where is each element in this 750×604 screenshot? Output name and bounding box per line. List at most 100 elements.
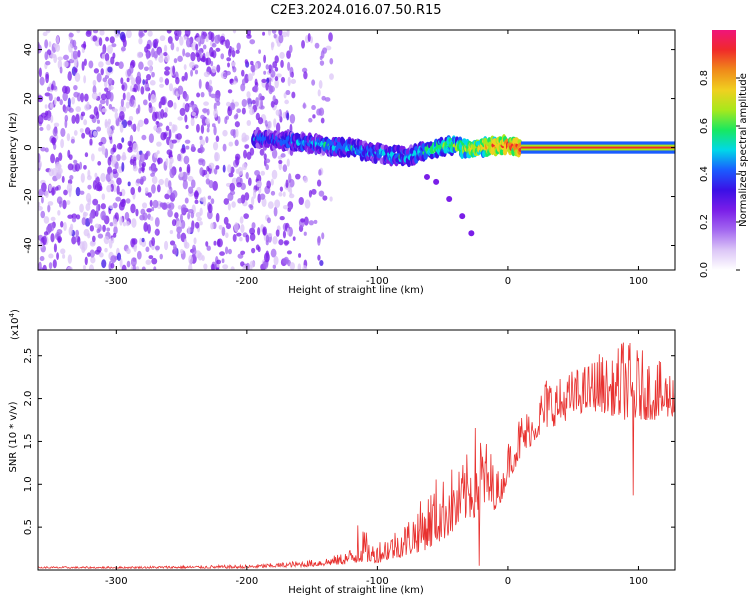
heatmap-noise-cell [215, 212, 220, 223]
heatmap-noise-cell [103, 81, 108, 88]
heatmap-noise-cell [83, 119, 88, 126]
heatmap-noise-cell [257, 227, 261, 236]
heatmap-noise-cell [196, 92, 201, 98]
heatmap-noise-cell [222, 143, 227, 152]
heatmap-noise-cell [265, 64, 270, 70]
heatmap-noise-cell [273, 206, 278, 217]
heatmap-noise-cell [243, 213, 249, 219]
heatmap-noise-cell [143, 30, 148, 33]
heatmap-noise-cell [176, 226, 182, 234]
heatmap-noise-cell [131, 87, 137, 92]
heatmap-noise-cell [66, 133, 71, 142]
heatmap-noise-cell [135, 178, 142, 184]
heatmap-noise-cell [211, 66, 217, 74]
heatmap-noise-cell [46, 86, 51, 92]
heatmap-noise-cell [196, 217, 202, 222]
heatmap-noise-cell [145, 246, 150, 253]
heatmap-noise-cell [61, 85, 68, 94]
heatmap-noise-cell [115, 196, 121, 202]
heatmap-noise-cell [119, 191, 123, 197]
heatmap-noise-cell [82, 265, 87, 270]
heatmap-noise-cell [255, 97, 259, 107]
heatmap-noise-cell [180, 147, 186, 154]
heatmap-noise-cell [210, 51, 215, 58]
heatmap-noise-cell [187, 212, 191, 220]
heatmap-noise-cell [51, 53, 57, 59]
heatmap-noise-cell [180, 204, 187, 214]
heatmap-noise-cell [270, 100, 275, 108]
heatmap-noise-cell [116, 185, 120, 195]
heatmap-noise-cell [163, 44, 168, 53]
heatmap-noise-cell [169, 168, 175, 179]
heatmap-noise-cell [149, 199, 153, 207]
heatmap-noise-cell [289, 113, 296, 124]
heatmap-noise-cell [150, 93, 156, 104]
heatmap-noise-cell [211, 123, 216, 128]
snr-y-ticks: 0.5 1.0 1.5 2.0 2.5 [23, 348, 675, 535]
heatmap-noise-cell [185, 37, 192, 48]
heatmap-noise-cell [191, 111, 197, 116]
heatmap-noise-cell [217, 34, 221, 42]
heatmap-noise-cell [111, 155, 117, 165]
snr-scale-label: (x104) [8, 309, 21, 340]
heatmap-noise-cell [317, 236, 321, 246]
heatmap-noise-cell [45, 60, 51, 66]
heatmap-noise-cell [235, 156, 240, 166]
heatmap-noise-cell [249, 227, 256, 235]
heatmap-noise-cell [109, 172, 114, 180]
heatmap-noise-cell [130, 186, 135, 196]
heatmap-noise-cell [149, 216, 154, 221]
heatmap-noise-cell [184, 93, 189, 102]
heatmap-noise-cell [249, 204, 254, 211]
heatmap-noise-cell [309, 36, 314, 44]
heatmap-noise-cell [228, 172, 234, 178]
heatmap-signal-cell [346, 150, 351, 158]
heatmap-noise-cell [75, 214, 81, 220]
heatmap-noise-cell [75, 106, 82, 113]
heatmap-noise-cell [271, 169, 278, 180]
heatmap-noise-cell [189, 61, 195, 69]
heatmap-noise-cell [112, 144, 117, 153]
heatmap-noise-cell [174, 212, 179, 219]
heatmap-noise-cell [67, 72, 71, 80]
heatmap-noise-cell [144, 81, 150, 92]
heatmap-noise-cell [40, 112, 47, 118]
snr-panel: -300 -200 -100 0 100 0.5 1.0 1.5 2.0 2.5 Height … [8, 309, 676, 596]
heatmap-noise-cell [38, 188, 44, 197]
heatmap-noise-cell [114, 32, 120, 38]
heatmap-noise-cell [92, 180, 97, 190]
heatmap-noise-cell [136, 122, 141, 132]
heatmap-noise-cell [170, 42, 175, 51]
heatmap-noise-cell [184, 102, 190, 113]
heatmap-noise-cell [190, 143, 195, 151]
heatmap-noise-cell [319, 259, 324, 267]
heatmap-noise-cell [203, 101, 209, 106]
heatmap-noise-cell [151, 164, 157, 175]
heatmap-noise-cell [112, 108, 118, 113]
heatmap-noise-cell [215, 165, 220, 170]
heatmap-noise-cell [181, 75, 186, 82]
heatmap-noise-cell [247, 177, 252, 186]
heatmap-noise-cell [213, 108, 218, 118]
heatmap-noise-cell [146, 208, 152, 213]
heatmap-noise-cell [148, 255, 154, 260]
heatmap-noise-cell [136, 250, 142, 260]
spectrogram-y-tick-label: 0 [23, 144, 34, 150]
heatmap-noise-cell [130, 203, 136, 214]
heatmap-noise-cell [50, 137, 57, 144]
heatmap-noise-cell [177, 205, 182, 210]
colorbar-tick-label: 0.6 [699, 118, 710, 134]
spectrogram-y-tick-label: 20 [23, 92, 34, 105]
heatmap-noise-cell [53, 122, 60, 127]
heatmap-noise-cell [135, 208, 139, 217]
heatmap-noise-cell [81, 132, 86, 139]
heatmap-noise-cell [102, 77, 108, 83]
heatmap-noise-cell [143, 118, 149, 125]
heatmap-noise-cell [120, 46, 126, 52]
heatmap-noise-cell [159, 52, 164, 58]
colorbar-tick-label: 0.4 [699, 166, 710, 182]
heatmap-noise-cell [53, 97, 57, 106]
heatmap-noise-cell [273, 33, 277, 39]
heatmap-noise-cell [92, 85, 97, 95]
heatmap-noise-cell [38, 67, 42, 78]
